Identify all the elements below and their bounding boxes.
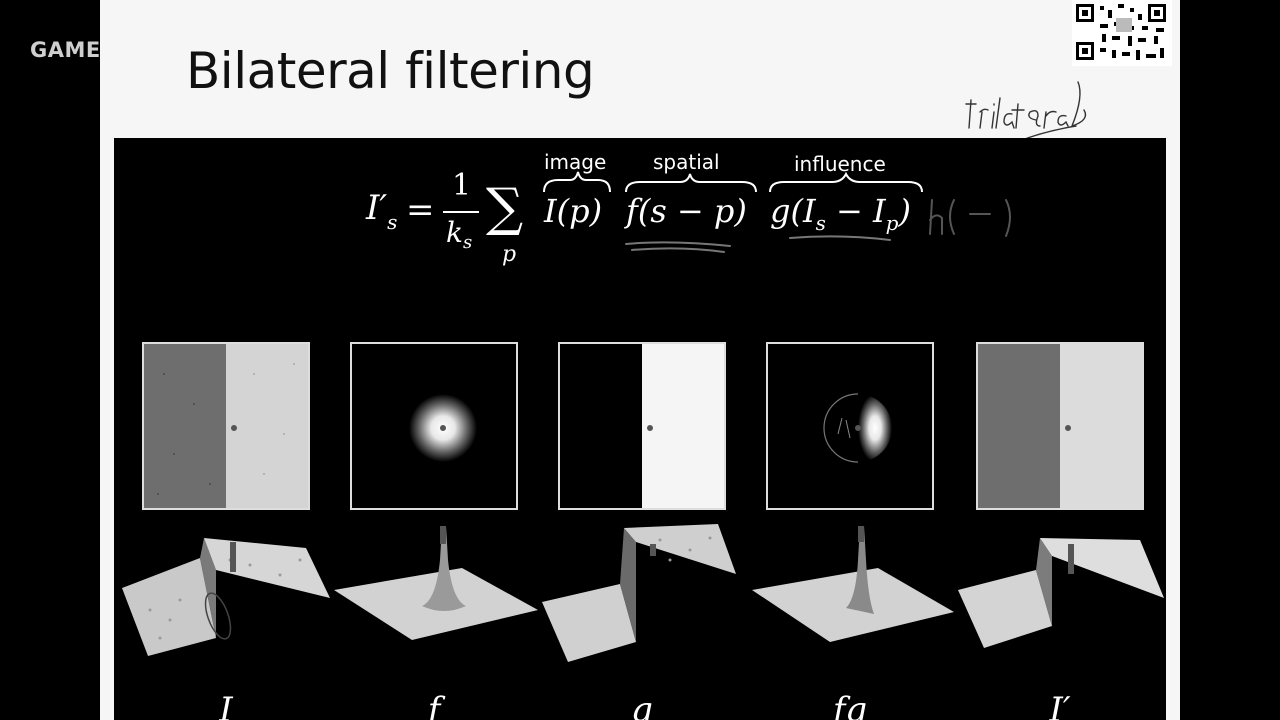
formula-fraction-num: 1 (452, 168, 472, 203)
surface-f (334, 526, 538, 640)
surface-fg (752, 526, 954, 642)
qr-code-icon (1072, 0, 1172, 66)
panel-g (558, 342, 726, 510)
formula-fraction-bar (443, 211, 479, 213)
panel-label-g: g (631, 690, 653, 720)
term-spatial: f(s − p) (626, 192, 747, 230)
panel-label-Iprime: I′ (1049, 690, 1071, 720)
slide-title: Bilateral filtering (186, 42, 595, 100)
brace-label-spatial: spatial (653, 150, 720, 174)
panel-Iprime (976, 342, 1144, 510)
slide: Bilateral filtering (100, 0, 1180, 720)
course-label: GAME (30, 38, 101, 62)
formula-fraction-den: ks (446, 216, 473, 253)
term-influence: g(Is − Ip) (770, 192, 911, 235)
surface-I (122, 538, 330, 656)
panel-fg (766, 342, 934, 510)
formula-equals: = (406, 190, 435, 230)
formula-lhs: I′s (366, 188, 398, 234)
term-image: I(p) (544, 192, 603, 230)
brace-label-image: image (544, 150, 607, 174)
formula-sum-index: p (502, 242, 517, 267)
brace-label-influence: influence (794, 152, 886, 176)
panel-I (142, 342, 310, 510)
panel-label-I: I (219, 690, 233, 720)
panel-f (350, 342, 518, 510)
surface-Iprime (958, 538, 1164, 648)
panel-label-fg: fg (832, 690, 868, 720)
surface-g (542, 524, 736, 662)
panel-label-f: f (427, 690, 441, 720)
formula-sum: ∑ (486, 178, 524, 238)
